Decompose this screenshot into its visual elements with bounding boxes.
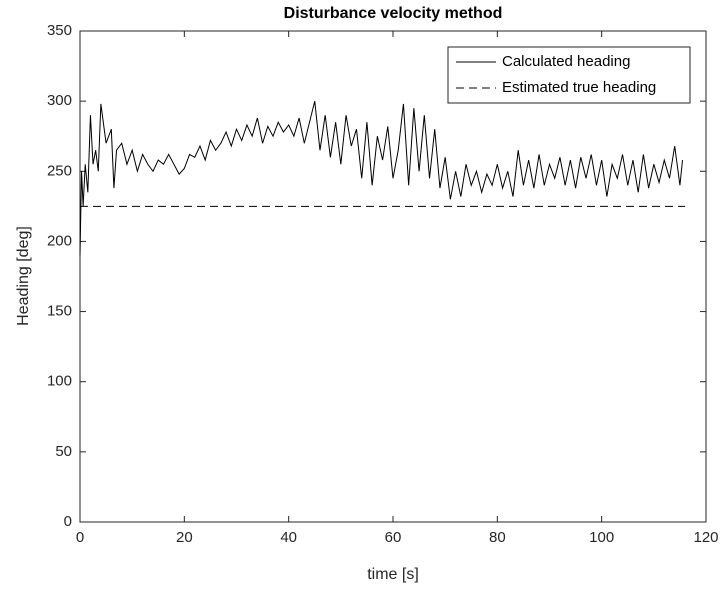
x-tick-label: 20 xyxy=(176,529,193,546)
plot-area xyxy=(79,30,707,523)
y-tick-label: 350 xyxy=(47,22,72,39)
y-axis-label: Heading [deg] xyxy=(15,226,32,326)
y-tick-label: 200 xyxy=(47,232,72,249)
y-tick-label: 300 xyxy=(47,92,72,109)
y-tick-label: 250 xyxy=(47,162,72,179)
y-tick-label: 100 xyxy=(47,373,72,390)
x-tick-label: 100 xyxy=(589,529,614,546)
x-tick-label: 0 xyxy=(76,529,84,546)
x-axis-label: time [s] xyxy=(367,566,419,583)
legend-label: Calculated heading xyxy=(502,53,630,70)
line-series xyxy=(79,101,684,256)
x-tick-label: 60 xyxy=(385,529,402,546)
chart-title: Disturbance velocity method xyxy=(284,5,503,22)
x-tick-label: 80 xyxy=(489,529,506,546)
y-tick-label: 0 xyxy=(64,513,72,530)
y-tick-label: 50 xyxy=(55,443,72,460)
legend-box xyxy=(447,46,691,104)
legend-label: Estimated true heading xyxy=(502,79,656,96)
x-tick-label: 120 xyxy=(693,529,718,546)
y-tick-label: 150 xyxy=(47,303,72,320)
x-tick-label: 40 xyxy=(280,529,297,546)
